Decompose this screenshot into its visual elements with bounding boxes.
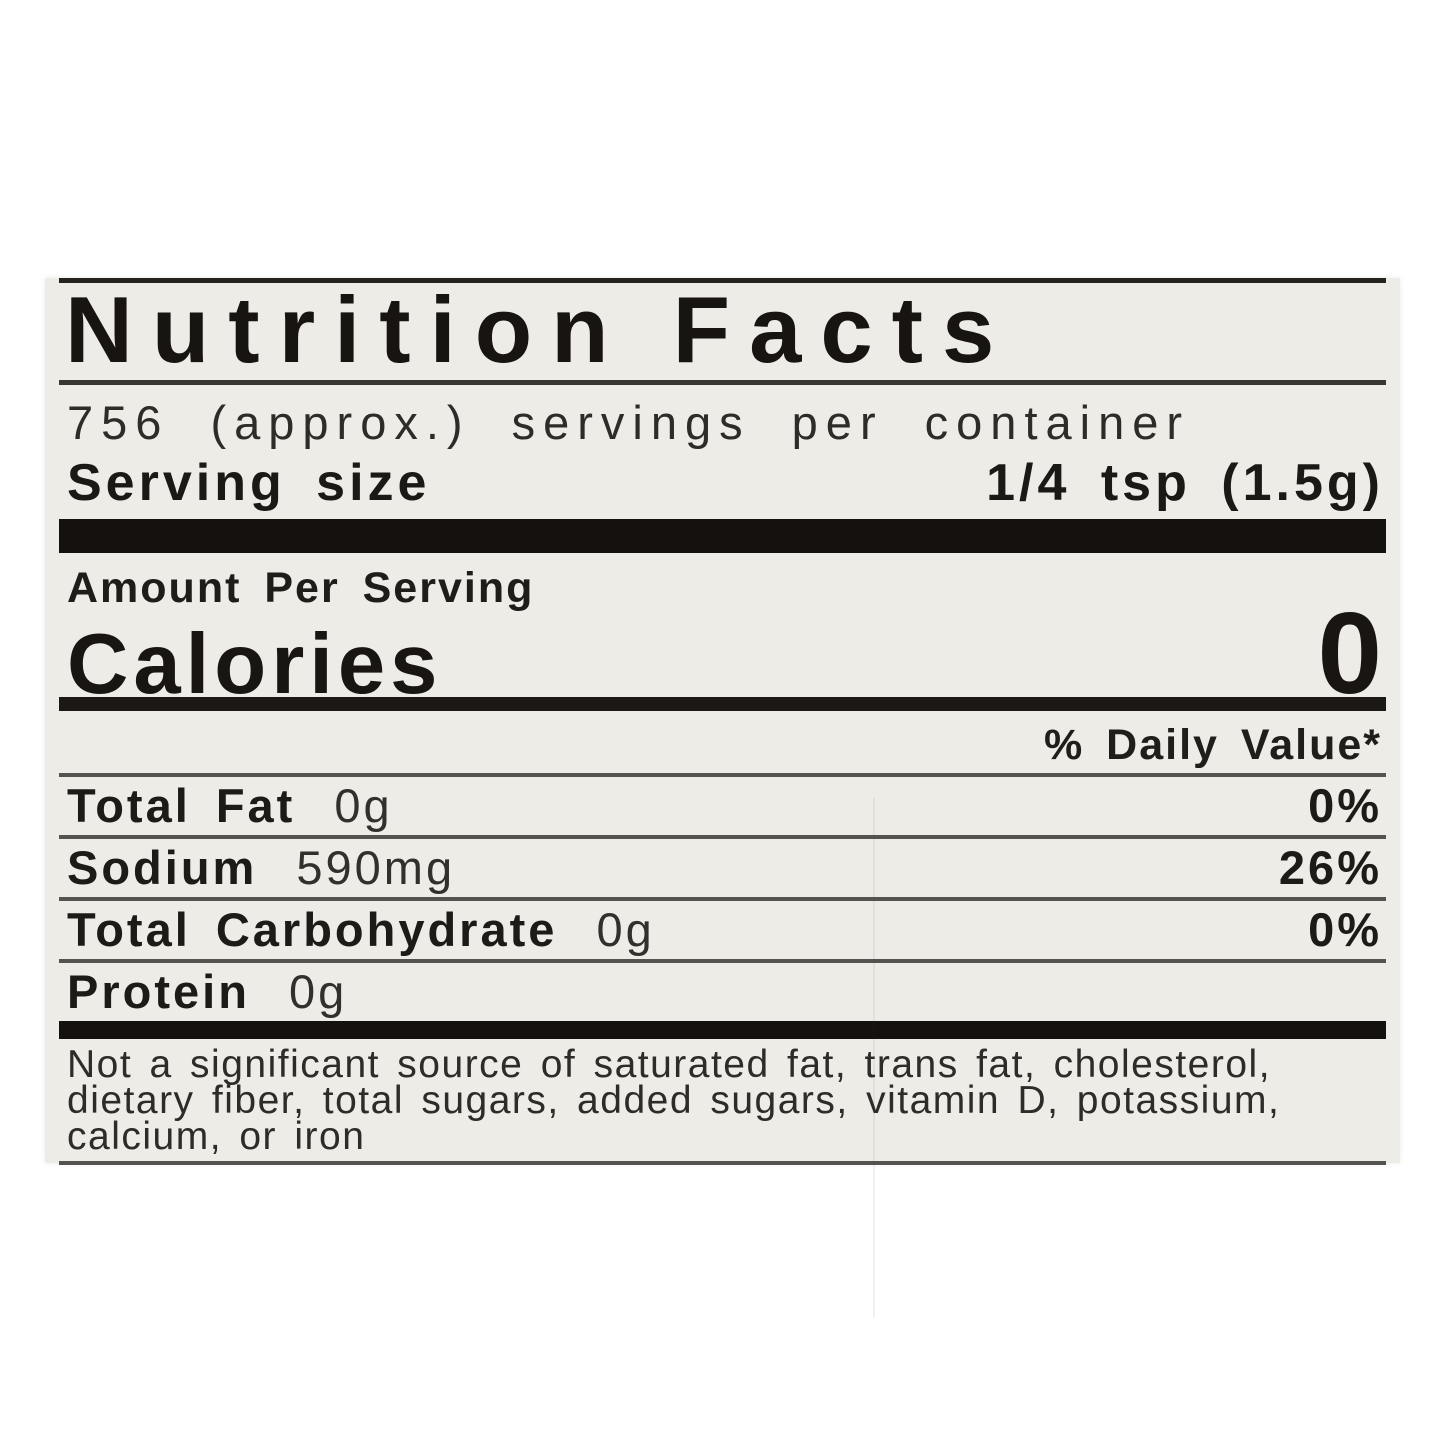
photo-crease-artifact [873, 798, 875, 1318]
nutrient-amount: 0g [263, 965, 348, 1019]
nutrient-daily-value: 0% [1308, 903, 1382, 957]
amount-per-serving-label: Amount Per Serving [67, 564, 535, 613]
calories-label: Calories [67, 617, 443, 713]
nutrient-daily-value: 26% [1278, 841, 1382, 895]
medium-separator-bar [59, 697, 1386, 712]
nutrient-amount: 590mg [271, 841, 456, 895]
nutrition-facts-label: Nutrition Facts 756 (approx.) servings p… [45, 277, 1400, 1318]
nutrient-amount: 0g [571, 903, 655, 957]
nutrient-name: Total Fat [67, 779, 296, 833]
title-divider-rule [59, 380, 1386, 386]
calories-value: 0 [1317, 588, 1382, 719]
nutrient-left: Sodium 590mg [67, 844, 455, 892]
label-title: Nutrition Facts [65, 277, 1014, 382]
nutrient-name: Protein [67, 965, 250, 1019]
serving-size-label: Serving size [67, 454, 431, 513]
nutrient-row-sodium: Sodium 590mg 26% [59, 839, 1386, 897]
nutrient-left: Protein 0g [67, 968, 347, 1016]
footnote-line: dietary fiber, total sugars, added sugar… [67, 1079, 1281, 1123]
nutrient-row-total-carbohydrate: Total Carbohydrate 0g 0% [59, 901, 1386, 959]
servings-per-container: 756 (approx.) servings per container [67, 396, 1191, 450]
thick-separator-bar [59, 519, 1386, 554]
nutrient-left: Total Fat 0g [67, 782, 393, 830]
footnote-line: calcium, or iron [67, 1115, 366, 1159]
nutrient-row-protein: Protein 0g [59, 963, 1386, 1021]
nutrient-left: Total Carbohydrate 0g [67, 906, 655, 954]
nutrient-name: Sodium [67, 841, 258, 895]
separator-rule [59, 835, 1386, 840]
separator-rule [59, 959, 1386, 964]
label-bottom-rule [59, 1161, 1386, 1166]
nutrient-daily-value: 0% [1308, 779, 1382, 833]
footnote-line: Not a significant source of saturated fa… [67, 1043, 1272, 1087]
daily-value-header: % Daily Value* [1044, 721, 1382, 770]
nutrient-row-total-fat: Total Fat 0g 0% [59, 777, 1386, 835]
calories-row: Calories 0 [67, 588, 1382, 719]
nutrient-amount: 0g [309, 779, 393, 833]
serving-size-value: 1/4 tsp (1.5g) [986, 454, 1384, 513]
label-top-rule [59, 278, 1386, 283]
separator-rule [59, 773, 1386, 778]
serving-size-row: Serving size 1/4 tsp (1.5g) [67, 453, 1384, 513]
footnote: Not a significant source of saturated fa… [67, 1043, 1386, 1159]
footnote-separator-bar [59, 1021, 1386, 1040]
separator-rule [59, 897, 1386, 902]
nutrient-name: Total Carbohydrate [67, 903, 558, 957]
